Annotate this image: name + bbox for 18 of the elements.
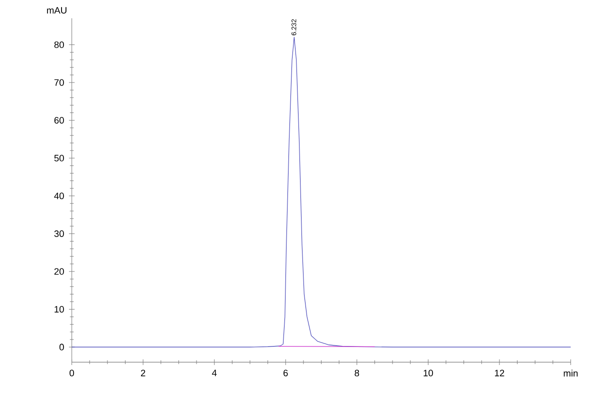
y-axis-title: mAU	[47, 7, 66, 14]
x-tick-label: min	[564, 370, 578, 376]
x-tick-label: 12	[494, 370, 504, 376]
y-tick-label: 30	[54, 230, 64, 237]
x-tick-label: 4	[212, 370, 217, 376]
y-tick-label: 10	[54, 306, 64, 313]
y-tick-label: 40	[54, 192, 64, 200]
x-tick-label: 8	[354, 370, 360, 376]
x-tick-label: 6	[284, 370, 288, 376]
y-tick-label: 70	[54, 79, 64, 86]
x-tick-label: 0	[70, 370, 74, 376]
x-tick-label: 10	[424, 370, 433, 376]
y-tick-label: 50	[54, 154, 64, 162]
x-tick-label: 2	[140, 370, 146, 376]
y-tick-label: 60	[54, 117, 64, 124]
y-tick-label: 80	[54, 41, 64, 48]
y-tick-label: 0	[59, 344, 64, 350]
y-tick-label: 20	[54, 268, 64, 275]
